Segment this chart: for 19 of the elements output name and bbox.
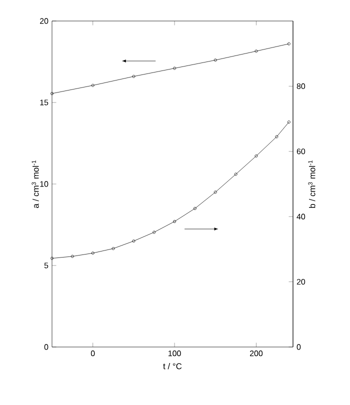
point: [254, 50, 258, 53]
point: [193, 206, 196, 210]
point: [214, 190, 217, 194]
point: [91, 252, 94, 255]
point: [91, 84, 94, 87]
y-axis-title: a / cm$^{3}$ mol$^{-1}$: [32, 160, 39, 208]
point: [152, 230, 156, 234]
point: [70, 254, 74, 258]
point: [275, 135, 278, 138]
point: [254, 154, 258, 158]
point: [132, 240, 136, 243]
point: [173, 220, 176, 223]
point: [234, 172, 238, 176]
y2-axis-title: b / cm$^{3}$ mol$^{-1}$: [308, 160, 316, 208]
point: [132, 74, 136, 78]
point: [173, 66, 176, 70]
point: [214, 58, 217, 62]
point: [112, 247, 115, 250]
x-axis-title: t / °C: [163, 363, 182, 370]
